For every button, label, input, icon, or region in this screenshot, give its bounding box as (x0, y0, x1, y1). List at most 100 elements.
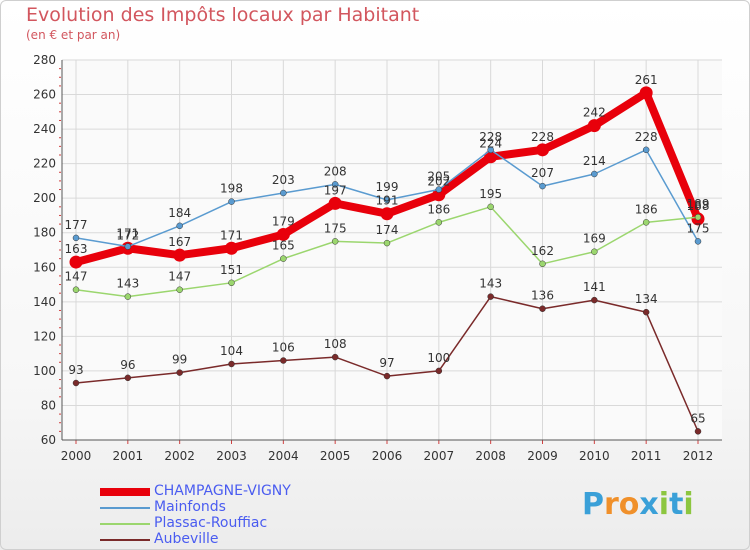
legend-item: CHAMPAGNE-VIGNY (100, 483, 400, 500)
legend-item: Mainfonds (100, 499, 400, 516)
data-label: 214 (583, 154, 606, 168)
data-point (228, 360, 235, 368)
data-label: 177 (65, 218, 88, 232)
y-tick-label: 160 (33, 260, 56, 274)
chart-legend: CHAMPAGNE-VIGNY Mainfonds Plassac-Rouffiac… (100, 483, 400, 548)
y-tick-label: 60 (41, 433, 56, 447)
data-label: 228 (531, 130, 554, 144)
data-point (69, 255, 83, 269)
data-label: 163 (65, 242, 88, 256)
data-label: 184 (168, 206, 191, 220)
data-point (587, 119, 601, 133)
y-tick-label: 80 (41, 398, 56, 412)
data-label: 97 (379, 356, 394, 370)
data-point (539, 182, 546, 190)
data-label: 195 (479, 187, 502, 201)
legend-label: Mainfonds (154, 499, 226, 515)
x-tick-label: 2012 (683, 449, 714, 463)
data-point (176, 369, 183, 376)
data-label: 175 (687, 221, 710, 235)
data-label: 224 (479, 137, 502, 151)
data-point (276, 227, 290, 241)
data-label: 197 (324, 183, 347, 197)
data-label: 171 (220, 228, 243, 242)
data-label: 228 (479, 130, 502, 144)
data-point (591, 248, 598, 255)
legend-item: Plassac-Rouffiac (100, 515, 400, 532)
data-point (228, 279, 235, 287)
logo-letter: P (582, 487, 604, 522)
x-tick-label: 2007 (424, 449, 455, 463)
chart-title: Evolution des Impôts locaux par Habitant (26, 4, 420, 26)
data-point (124, 243, 132, 250)
x-tick-label: 2000 (61, 449, 92, 463)
legend-swatch (100, 488, 150, 496)
data-point (432, 188, 446, 202)
data-label: 136 (531, 289, 554, 303)
legend-label: CHAMPAGNE-VIGNY (154, 483, 291, 499)
y-tick-label: 200 (33, 191, 56, 205)
data-label: 143 (116, 277, 139, 291)
y-tick-label: 100 (33, 364, 56, 378)
data-point (124, 293, 132, 300)
data-point (591, 170, 598, 178)
data-point (484, 150, 498, 164)
data-label: 108 (324, 337, 347, 351)
data-point (331, 181, 339, 188)
data-label: 186 (427, 202, 450, 216)
data-label: 147 (65, 270, 88, 284)
data-label: 203 (272, 173, 295, 187)
data-label: 189 (687, 197, 710, 211)
logo-letter: x (639, 487, 659, 522)
logo-letter: r (604, 487, 619, 522)
x-tick-label: 2003 (216, 449, 247, 463)
data-point (435, 186, 443, 193)
data-point (176, 222, 183, 230)
data-point (280, 255, 287, 262)
data-point (639, 86, 653, 100)
x-tick-label: 2004 (268, 449, 299, 463)
data-label: 104 (220, 344, 243, 358)
data-point (694, 428, 702, 435)
data-point (642, 219, 650, 226)
data-point (694, 238, 702, 245)
legend-label: Plassac-Rouffiac (154, 515, 268, 531)
data-label: 242 (583, 106, 606, 120)
data-label: 199 (376, 180, 399, 194)
y-tick-label: 240 (33, 122, 56, 136)
data-label: 207 (531, 166, 554, 180)
data-point (72, 286, 80, 293)
x-tick-label: 2005 (320, 449, 351, 463)
data-point (72, 234, 80, 242)
data-label: 165 (272, 239, 295, 253)
data-point (539, 305, 546, 312)
data-label: 141 (583, 280, 606, 294)
data-label: 208 (324, 164, 347, 178)
data-point (435, 219, 443, 226)
data-point (487, 203, 494, 211)
line-chart: 60 80 100 120 140 160 180 200 220 240 260 280 2000 20… (33, 53, 722, 463)
data-point (435, 367, 443, 375)
data-point (124, 374, 132, 382)
data-label: 205 (427, 170, 450, 184)
x-tick-label: 2009 (527, 449, 558, 463)
data-label: 261 (635, 73, 658, 87)
data-label: 134 (635, 292, 658, 306)
data-label: 202 (427, 175, 450, 189)
legend-label: Aubeville (154, 531, 219, 547)
data-point (280, 189, 287, 197)
data-label: 106 (272, 341, 295, 355)
x-tick-label: 2008 (475, 449, 506, 463)
chart-subtitle: (en € et par an) (26, 28, 121, 42)
logo-letter: t (669, 487, 684, 522)
data-label: 179 (272, 214, 295, 228)
data-point (331, 353, 339, 361)
y-tick-label: 120 (33, 329, 56, 343)
data-point (383, 372, 391, 380)
y-tick-label: 260 (33, 88, 56, 102)
data-label: 151 (220, 263, 243, 277)
y-tick-label: 140 (33, 295, 56, 309)
logo-letter: i (658, 487, 670, 522)
data-point (331, 238, 339, 245)
data-label: 198 (220, 182, 243, 196)
